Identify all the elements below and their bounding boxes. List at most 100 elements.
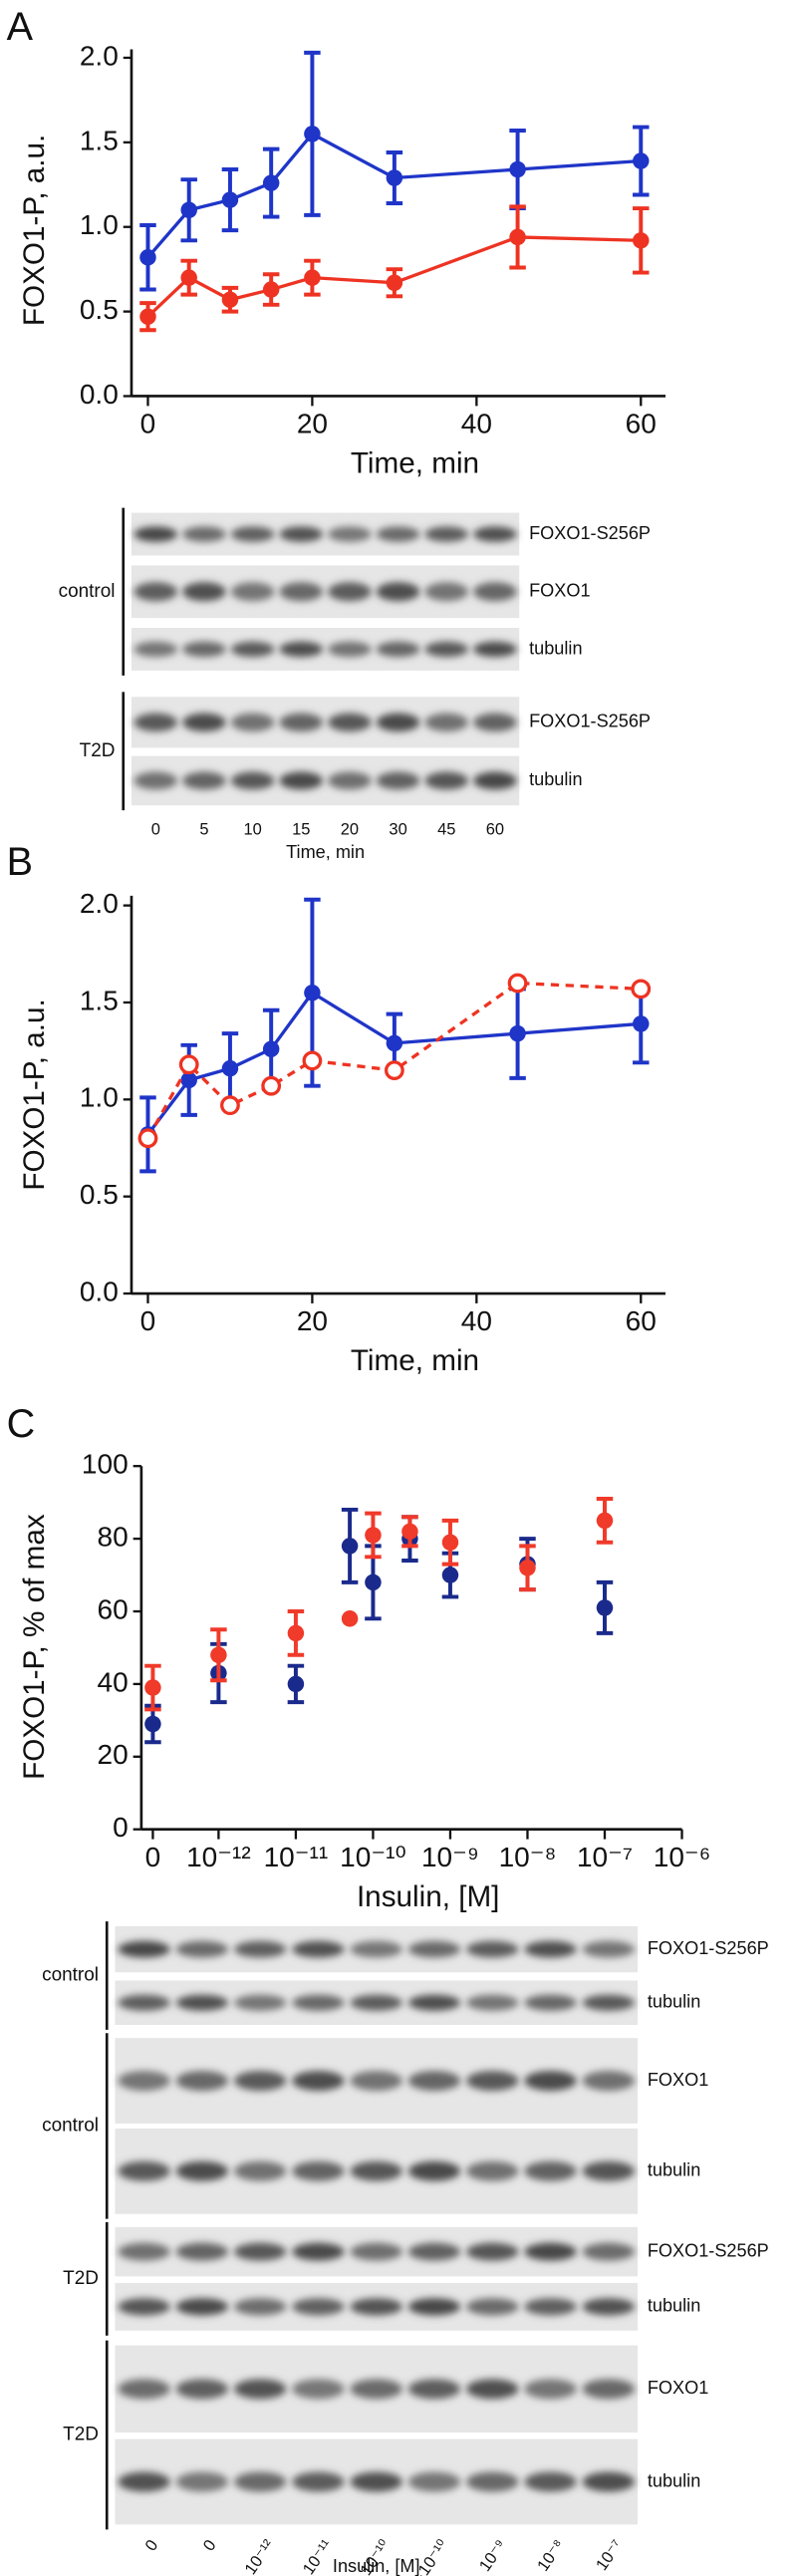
blot-band — [292, 1994, 345, 2011]
blot-band — [407, 2379, 461, 2400]
blot-band — [466, 2071, 519, 2091]
blot-band — [350, 2242, 402, 2261]
data-point — [139, 308, 156, 325]
blot-band — [350, 1994, 402, 2011]
blot-band — [376, 582, 420, 602]
data-point — [341, 1610, 359, 1627]
blot-band — [118, 2160, 170, 2181]
lane-label: 0 — [151, 820, 160, 838]
blot-band — [230, 771, 275, 790]
blot-band — [133, 641, 178, 658]
x-tick-label: 0 — [140, 409, 156, 439]
blot-row-label: FOXO1 — [529, 581, 590, 601]
y-tick-label: 80 — [98, 1522, 129, 1553]
blot-band — [466, 1940, 519, 1958]
data-point — [633, 232, 650, 249]
blot-band — [407, 2071, 461, 2091]
blot-row-label: tubulin — [648, 2296, 700, 2316]
data-point — [384, 1060, 404, 1081]
blot-band — [175, 2471, 229, 2492]
data-point — [221, 291, 239, 308]
blot-band — [292, 2160, 345, 2181]
data-point — [386, 169, 403, 186]
data-point — [139, 249, 156, 266]
data-point — [304, 269, 321, 286]
blot-band — [350, 2471, 402, 2492]
data-point — [386, 1034, 403, 1052]
lane-label: 10⁻⁷ — [593, 2537, 627, 2574]
data-point — [441, 1534, 459, 1551]
data-point — [178, 1054, 199, 1075]
data-point — [180, 269, 197, 286]
data-point — [262, 1040, 280, 1057]
blot-band — [524, 2071, 577, 2091]
blot-row-label: tubulin — [648, 2160, 700, 2180]
data-point — [180, 201, 197, 218]
blot-band — [279, 771, 324, 790]
blot-band — [350, 1940, 402, 1958]
data-point — [144, 1679, 161, 1696]
blot-band — [182, 641, 226, 658]
y-tick-label: 0.0 — [80, 379, 119, 410]
blot-band — [582, 1940, 636, 1958]
y-tick-label: 0.5 — [80, 1179, 119, 1210]
y-axis-title: FOXO1-P, a.u. — [18, 135, 51, 326]
blot-band — [424, 771, 469, 790]
data-point — [221, 1059, 239, 1077]
y-tick-label: 100 — [82, 1449, 129, 1480]
data-point — [509, 160, 526, 178]
data-point — [261, 1075, 282, 1096]
blot-row-label: FOXO1 — [648, 2378, 708, 2398]
blot-band — [118, 2379, 170, 2400]
data-point — [341, 1538, 359, 1555]
blot-row-label: FOXO1 — [648, 2070, 708, 2090]
blot-band — [292, 2071, 345, 2091]
blot-band — [175, 2160, 229, 2181]
blot-band — [233, 1940, 287, 1958]
blot-band — [466, 2160, 519, 2181]
blot-band — [292, 2379, 345, 2400]
blot-band — [424, 713, 469, 732]
blot-band — [175, 2379, 229, 2400]
x-axis-title: Time, min — [351, 447, 479, 480]
x-tick-label: 20 — [297, 1305, 328, 1336]
blot-band — [524, 1940, 577, 1958]
blot-band — [424, 582, 469, 602]
blot-band — [473, 526, 517, 542]
data-point — [631, 979, 652, 1000]
x-tick-label: 10⁻⁹ — [421, 1842, 479, 1872]
blot-band — [524, 2471, 577, 2492]
lane-label: 10⁻⁹ — [476, 2537, 510, 2575]
x-tick-label: 40 — [461, 409, 492, 439]
blot-band — [175, 2298, 229, 2316]
blot-band — [133, 771, 178, 790]
x-tick-label: 10⁻⁷ — [577, 1842, 633, 1872]
blot-band — [279, 713, 324, 732]
data-point — [365, 1527, 382, 1544]
blot-band — [582, 2242, 636, 2261]
data-point — [137, 1128, 158, 1149]
blot: FOXO1-S256P FOXO1 tubulin control FOXO1-S256… — [59, 507, 651, 862]
y-tick-label: 1.5 — [80, 125, 119, 155]
blot-band — [292, 2471, 345, 2492]
blot-band — [350, 2298, 402, 2316]
blot-band — [350, 2379, 402, 2400]
data-point — [302, 1050, 323, 1071]
blot-band — [233, 2379, 287, 2400]
x-tick-label: 10⁻⁸ — [499, 1842, 557, 1872]
blot-band — [407, 2160, 461, 2181]
y-tick-label: 0.0 — [80, 1276, 119, 1306]
blot-band — [233, 2071, 287, 2091]
blot-band — [279, 641, 324, 658]
x-tick-label: 40 — [461, 1305, 492, 1336]
y-tick-label: 0.5 — [80, 294, 119, 325]
y-axis-title: FOXO1-P, a.u. — [18, 999, 51, 1190]
lane-label: 15 — [292, 820, 310, 838]
data-point — [304, 984, 321, 1002]
group-label: T2D — [63, 2425, 99, 2445]
group-label: control — [59, 581, 116, 602]
panel-label: B — [7, 840, 33, 884]
x-tick-label: 20 — [297, 409, 328, 439]
